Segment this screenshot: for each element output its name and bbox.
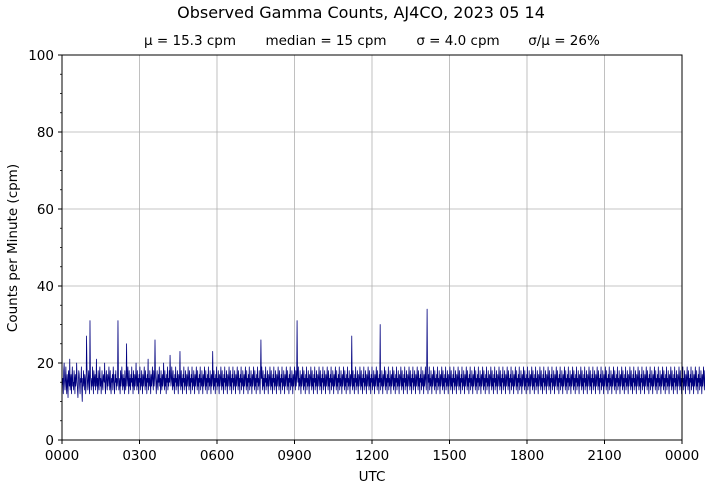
y-tick-label: 100 bbox=[28, 48, 54, 64]
stat-1: median = 15 cpm bbox=[265, 33, 386, 49]
y-tick-label: 60 bbox=[37, 202, 54, 218]
y-axis-label: Counts per Minute (cpm) bbox=[5, 164, 21, 332]
x-axis: 0000 0300 0600 0900 1200 1500 1800 2100 0000 bbox=[45, 440, 699, 464]
x-tick-label: 1500 bbox=[432, 448, 466, 464]
x-tick-label: 0900 bbox=[277, 448, 311, 464]
series-line-0 bbox=[61, 308, 705, 402]
stats-row: μ = 15.3 cpm median = 15 cpm σ = 4.0 cpm σ/… bbox=[144, 33, 600, 49]
x-tick-label: 0000 bbox=[665, 448, 699, 464]
y-tick-label: 0 bbox=[45, 433, 54, 449]
stat-3: σ/μ = 26% bbox=[528, 33, 600, 49]
stat-2: σ = 4.0 cpm bbox=[416, 33, 499, 49]
y-tick-label: 40 bbox=[37, 279, 54, 295]
x-tick-label: 1200 bbox=[355, 448, 389, 464]
y-tick-label: 20 bbox=[37, 356, 54, 372]
y-axis: 0 20 40 60 80 100 bbox=[28, 48, 62, 449]
x-tick-label: 0000 bbox=[45, 448, 79, 464]
chart-title: Observed Gamma Counts, AJ4CO, 2023 05 14 bbox=[177, 3, 545, 22]
y-tick-label: 80 bbox=[37, 125, 54, 141]
x-tick-label: 0300 bbox=[122, 448, 156, 464]
x-tick-label: 1800 bbox=[510, 448, 544, 464]
stat-0: μ = 15.3 cpm bbox=[144, 33, 236, 49]
x-axis-label: UTC bbox=[359, 469, 386, 485]
x-tick-label: 0600 bbox=[200, 448, 234, 464]
x-tick-label: 2100 bbox=[587, 448, 621, 464]
series-group bbox=[61, 308, 705, 402]
